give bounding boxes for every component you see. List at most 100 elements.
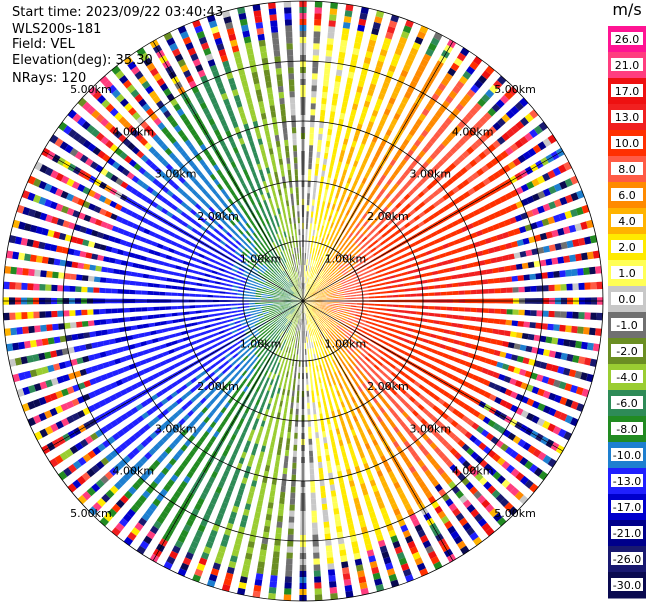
velocity-gate <box>139 540 150 550</box>
velocity-gate <box>209 258 216 263</box>
velocity-gate <box>326 292 333 296</box>
velocity-gate <box>460 166 468 175</box>
velocity-gate <box>317 319 323 325</box>
velocity-gate <box>482 379 491 387</box>
velocity-gate <box>458 290 465 295</box>
velocity-gate <box>504 205 513 214</box>
velocity-gate <box>517 154 527 164</box>
velocity-gate <box>291 297 298 300</box>
velocity-gate <box>337 287 344 291</box>
velocity-gate <box>311 266 315 273</box>
velocity-gate <box>353 460 359 468</box>
velocity-gate <box>367 120 374 129</box>
velocity-gate <box>187 248 194 254</box>
velocity-gate <box>353 434 359 442</box>
velocity-gate <box>285 444 290 451</box>
velocity-gate <box>425 453 434 462</box>
velocity-gate <box>307 318 310 325</box>
velocity-gate <box>222 259 229 264</box>
velocity-gate <box>399 397 407 405</box>
velocity-gate <box>244 311 251 315</box>
velocity-gate <box>376 324 384 328</box>
velocity-gate <box>337 537 345 545</box>
velocity-gate <box>191 368 199 375</box>
velocity-gate <box>344 365 350 372</box>
velocity-gate <box>507 432 516 441</box>
velocity-gate <box>405 133 413 142</box>
velocity-gate <box>44 167 54 177</box>
velocity-gate <box>360 587 369 596</box>
velocity-gate <box>418 113 427 122</box>
velocity-gate <box>172 411 180 419</box>
velocity-gate <box>297 312 300 319</box>
velocity-gate <box>207 294 214 298</box>
velocity-gate <box>385 313 393 317</box>
velocity-gate <box>463 316 471 321</box>
velocity-gate <box>510 203 518 211</box>
velocity-gate <box>199 397 207 405</box>
velocity-gate <box>403 351 411 357</box>
velocity-gate <box>132 481 141 491</box>
velocity-gate <box>330 286 337 290</box>
velocity-gate <box>343 244 349 251</box>
velocity-gate <box>547 458 557 468</box>
velocity-gate <box>309 278 312 285</box>
velocity-gate <box>234 346 241 352</box>
velocity-gate <box>387 241 395 247</box>
velocity-gate <box>88 391 96 399</box>
velocity-gate <box>71 333 79 341</box>
velocity-gate <box>417 191 425 198</box>
velocity-gate <box>216 256 224 262</box>
velocity-gate <box>86 468 96 478</box>
velocity-gate <box>396 445 403 454</box>
velocity-gate <box>504 502 514 512</box>
velocity-gate <box>506 309 513 315</box>
velocity-gate <box>224 402 231 409</box>
velocity-gate <box>4 266 11 274</box>
velocity-gate <box>595 328 602 336</box>
velocity-gate <box>247 434 253 442</box>
velocity-gate <box>395 255 403 261</box>
velocity-gate <box>148 464 157 473</box>
velocity-gate <box>162 245 170 251</box>
velocity-gate <box>488 467 497 476</box>
velocity-gate <box>141 512 151 522</box>
velocity-gate <box>166 556 176 565</box>
velocity-gate <box>299 306 302 313</box>
velocity-gate <box>70 236 78 244</box>
velocity-gate <box>164 446 173 455</box>
velocity-gate <box>386 295 393 298</box>
velocity-gate <box>242 378 248 385</box>
velocity-gate <box>45 311 52 318</box>
velocity-gate <box>329 386 334 393</box>
velocity-gate <box>497 75 507 85</box>
velocity-gate <box>312 61 319 68</box>
velocity-gate <box>492 328 499 335</box>
velocity-gate <box>346 265 352 270</box>
velocity-gate <box>336 325 343 330</box>
velocity-gate <box>195 440 203 448</box>
velocity-gate <box>390 398 397 405</box>
velocity-gate <box>206 579 216 588</box>
velocity-gate <box>348 65 356 73</box>
velocity-gate <box>363 327 370 332</box>
velocity-gate <box>423 387 431 395</box>
velocity-gate <box>439 320 446 326</box>
velocity-gate <box>424 490 433 499</box>
velocity-gate <box>350 429 357 437</box>
velocity-gate <box>226 283 233 287</box>
velocity-gate <box>430 556 440 565</box>
velocity-gate <box>413 195 421 202</box>
velocity-gate <box>311 288 317 294</box>
velocity-gate <box>327 563 335 570</box>
velocity-gate <box>226 315 233 319</box>
velocity-gate <box>305 223 308 230</box>
velocity-gate <box>268 593 276 600</box>
velocity-gate <box>70 322 77 329</box>
velocity-gate <box>347 317 354 321</box>
velocity-gate <box>268 291 275 294</box>
velocity-gate <box>322 437 328 444</box>
velocity-gate <box>509 143 519 152</box>
velocity-gate <box>340 555 348 563</box>
velocity-gate <box>464 361 472 368</box>
